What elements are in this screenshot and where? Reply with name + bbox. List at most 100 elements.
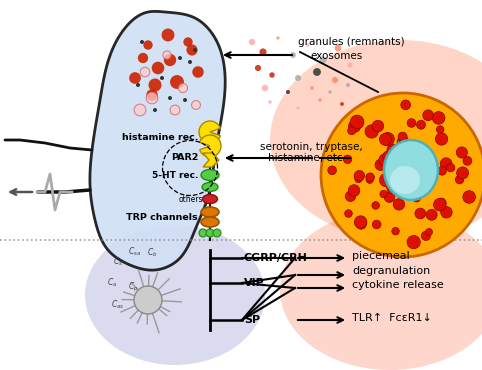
Ellipse shape [384,140,438,200]
Circle shape [401,100,411,110]
Circle shape [401,163,410,172]
Circle shape [138,53,148,63]
Circle shape [456,147,468,158]
Circle shape [387,182,394,189]
Circle shape [436,126,444,133]
Text: PAR2: PAR2 [171,154,198,162]
Ellipse shape [85,225,265,365]
Circle shape [134,104,146,116]
Text: $\it{C}$$_{\it{s}}$: $\it{C}$$_{\it{s}}$ [113,256,123,268]
Text: granules (remnants): granules (remnants) [298,37,404,47]
Circle shape [387,144,399,156]
Circle shape [379,173,393,187]
Circle shape [193,48,197,52]
Circle shape [440,158,452,169]
Circle shape [136,83,140,87]
Circle shape [164,54,176,66]
Circle shape [340,102,344,106]
Circle shape [161,28,174,41]
Circle shape [320,56,327,64]
Circle shape [321,93,482,257]
Circle shape [390,171,399,179]
Circle shape [183,37,193,47]
Circle shape [276,36,280,40]
Circle shape [313,68,321,76]
Circle shape [400,161,409,169]
Ellipse shape [206,229,214,237]
Circle shape [384,192,395,202]
Circle shape [426,229,432,236]
Circle shape [408,188,416,196]
Circle shape [423,154,432,163]
Circle shape [354,171,364,181]
Circle shape [163,51,171,59]
Circle shape [463,191,475,204]
Text: SP: SP [244,315,260,325]
Ellipse shape [199,229,207,237]
Circle shape [414,151,424,161]
Text: TRP channels: TRP channels [126,212,198,222]
Ellipse shape [390,166,420,194]
Circle shape [403,165,414,176]
Circle shape [290,52,296,58]
Wedge shape [200,135,221,157]
Circle shape [388,159,402,172]
Text: $\it{C}$$_{\it{sa}}$: $\it{C}$$_{\it{sa}}$ [128,246,142,258]
Circle shape [140,40,144,44]
Text: piecemeal: piecemeal [352,251,410,261]
Circle shape [366,173,375,182]
Circle shape [143,40,153,50]
Circle shape [410,160,423,174]
Circle shape [249,39,255,45]
Circle shape [153,108,157,112]
Circle shape [379,134,391,145]
Circle shape [393,158,405,170]
Circle shape [387,182,399,194]
Circle shape [343,155,352,164]
Circle shape [160,76,164,80]
Circle shape [191,101,201,110]
Circle shape [383,151,394,162]
Ellipse shape [201,207,219,217]
Circle shape [350,115,364,129]
Circle shape [152,62,164,74]
Text: 5-HT rec.: 5-HT rec. [152,171,198,179]
Ellipse shape [280,210,482,370]
Circle shape [407,119,416,127]
Text: histamine, etc: histamine, etc [268,153,343,163]
Circle shape [446,164,455,172]
Text: serotonin, tryptase,: serotonin, tryptase, [260,142,363,152]
Circle shape [433,198,446,211]
Text: CGRP/CRH: CGRP/CRH [244,253,308,263]
Text: $\it{C}$$_{\it{b}}$: $\it{C}$$_{\it{b}}$ [147,247,157,259]
Circle shape [413,194,421,202]
Circle shape [416,120,426,129]
Circle shape [463,157,472,165]
Circle shape [397,157,410,171]
Circle shape [168,96,172,100]
Circle shape [148,78,161,91]
Circle shape [355,175,362,183]
Circle shape [307,43,309,47]
Circle shape [183,98,187,102]
Circle shape [286,90,290,94]
Text: exosomes: exosomes [310,51,362,61]
Circle shape [435,133,448,145]
Text: TLR↑  FcεR1↓: TLR↑ FcεR1↓ [352,313,432,323]
Circle shape [345,191,356,202]
Circle shape [310,86,314,90]
Text: VIP: VIP [244,278,265,288]
Circle shape [381,132,394,146]
Circle shape [192,66,204,78]
Circle shape [188,60,192,64]
Circle shape [413,185,425,196]
Text: others: others [178,195,203,204]
Circle shape [296,107,299,110]
Circle shape [386,165,396,175]
Circle shape [187,44,198,56]
Polygon shape [90,11,225,270]
Circle shape [438,166,446,175]
Circle shape [375,159,387,171]
Circle shape [380,190,388,198]
Circle shape [421,231,430,240]
